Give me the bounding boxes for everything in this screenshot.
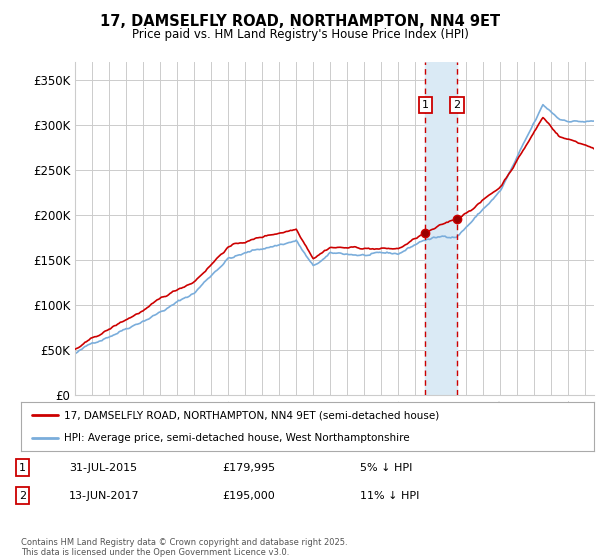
Text: Contains HM Land Registry data © Crown copyright and database right 2025.
This d: Contains HM Land Registry data © Crown c… bbox=[21, 538, 347, 557]
Text: 1: 1 bbox=[422, 100, 428, 110]
Text: HPI: Average price, semi-detached house, West Northamptonshire: HPI: Average price, semi-detached house,… bbox=[64, 433, 410, 444]
Text: 5% ↓ HPI: 5% ↓ HPI bbox=[360, 463, 412, 473]
Text: 11% ↓ HPI: 11% ↓ HPI bbox=[360, 491, 419, 501]
Text: 17, DAMSELFLY ROAD, NORTHAMPTON, NN4 9ET (semi-detached house): 17, DAMSELFLY ROAD, NORTHAMPTON, NN4 9ET… bbox=[64, 410, 439, 421]
Text: Price paid vs. HM Land Registry's House Price Index (HPI): Price paid vs. HM Land Registry's House … bbox=[131, 28, 469, 41]
Text: 13-JUN-2017: 13-JUN-2017 bbox=[69, 491, 140, 501]
Text: 2: 2 bbox=[454, 100, 461, 110]
Text: £195,000: £195,000 bbox=[222, 491, 275, 501]
Text: 17, DAMSELFLY ROAD, NORTHAMPTON, NN4 9ET: 17, DAMSELFLY ROAD, NORTHAMPTON, NN4 9ET bbox=[100, 14, 500, 29]
Text: 31-JUL-2015: 31-JUL-2015 bbox=[69, 463, 137, 473]
Text: 2: 2 bbox=[19, 491, 26, 501]
Text: 1: 1 bbox=[19, 463, 26, 473]
Text: £179,995: £179,995 bbox=[222, 463, 275, 473]
Bar bbox=[425, 62, 457, 395]
